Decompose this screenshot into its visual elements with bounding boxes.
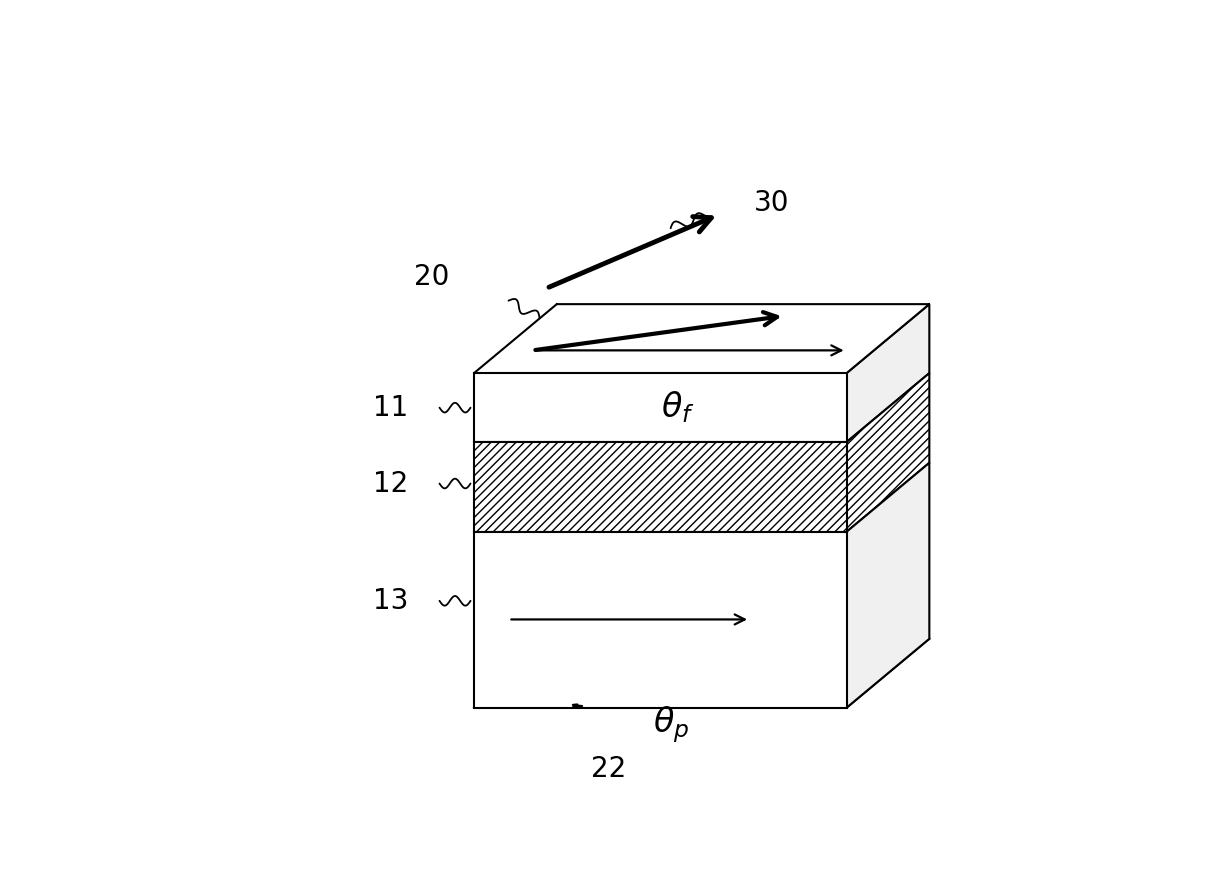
Polygon shape: [474, 532, 846, 708]
Text: $\theta_p$: $\theta_p$: [652, 704, 689, 745]
Text: 11: 11: [374, 393, 409, 422]
Polygon shape: [474, 373, 846, 442]
Polygon shape: [474, 304, 929, 373]
Polygon shape: [846, 304, 929, 442]
Text: 13: 13: [374, 587, 409, 615]
Polygon shape: [846, 463, 929, 708]
Text: 12: 12: [374, 470, 409, 497]
Text: 30: 30: [753, 189, 789, 217]
Polygon shape: [846, 373, 929, 532]
Text: 20: 20: [414, 263, 449, 290]
Text: $\theta_f$: $\theta_f$: [661, 390, 695, 426]
Text: 22: 22: [591, 754, 626, 783]
Polygon shape: [474, 442, 846, 532]
